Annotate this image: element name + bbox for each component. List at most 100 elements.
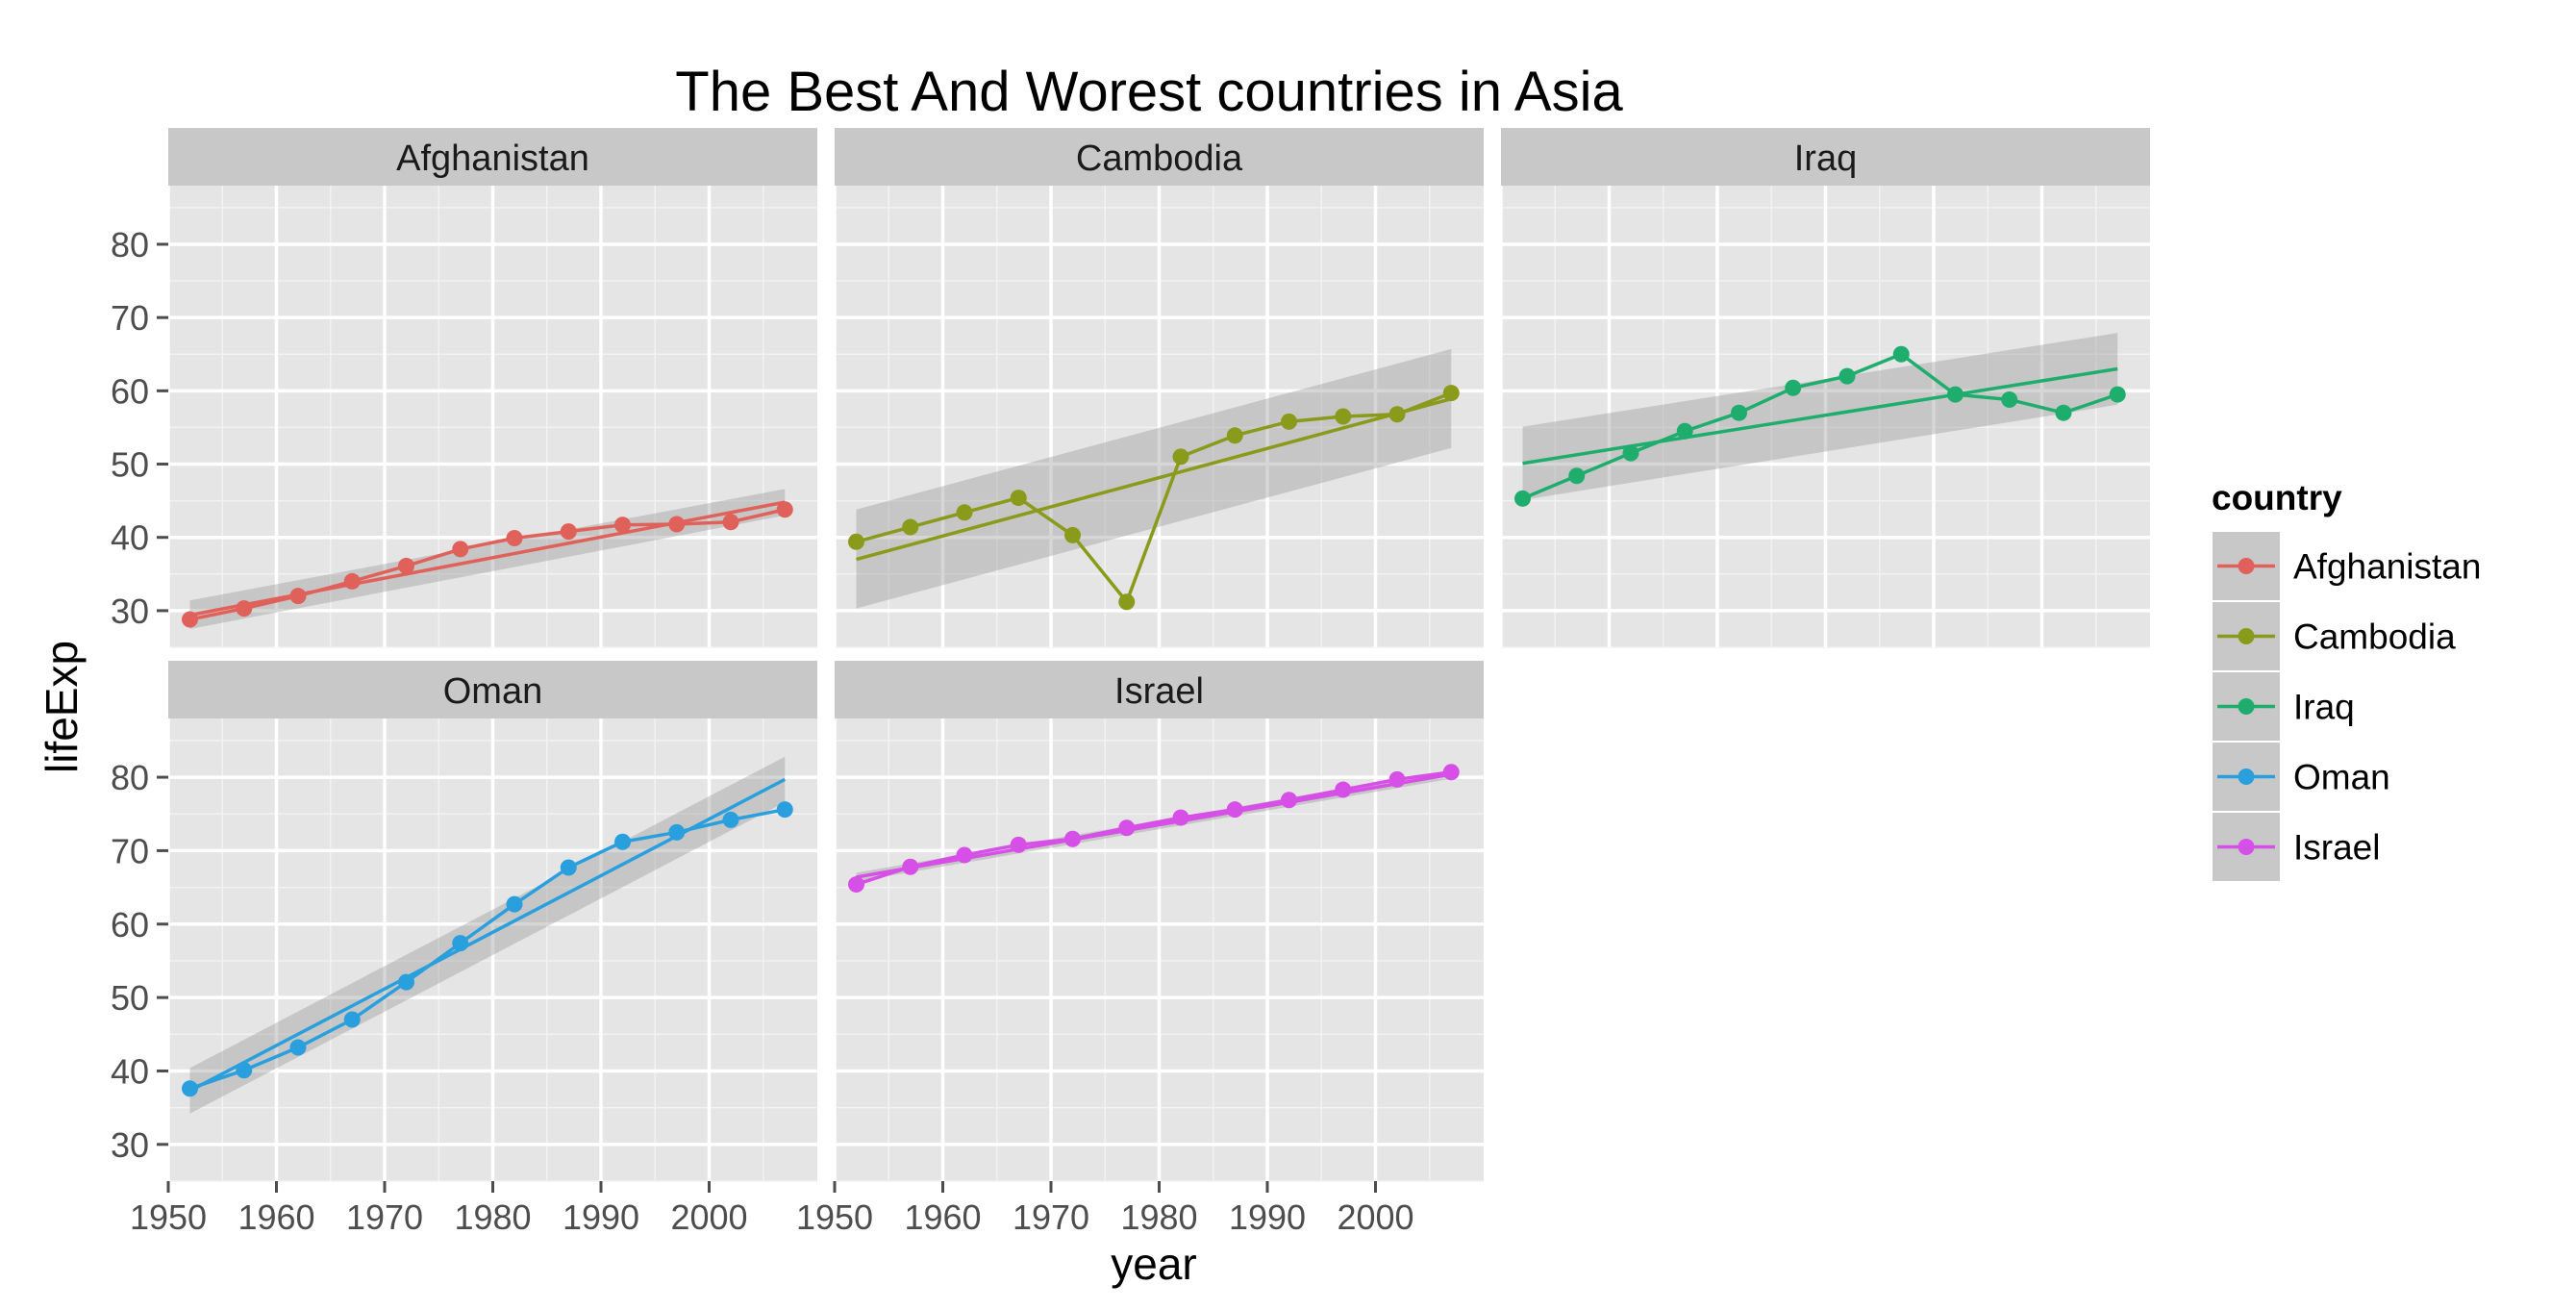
facet-strip-label: Oman bbox=[443, 671, 542, 712]
data-point bbox=[2055, 404, 2072, 421]
facet-strip-label: Afghanistan bbox=[396, 139, 589, 179]
y-axis-title: lifeExp bbox=[37, 641, 87, 773]
facet-strip bbox=[835, 128, 1484, 186]
data-point bbox=[848, 533, 864, 550]
data-point bbox=[236, 1062, 253, 1079]
data-point bbox=[506, 529, 523, 546]
data-point bbox=[1226, 427, 1243, 444]
y-tick-label: 60 bbox=[111, 371, 149, 411]
x-tick-label: 1960 bbox=[238, 1197, 314, 1237]
data-point bbox=[1010, 836, 1027, 853]
y-tick-label: 40 bbox=[111, 518, 149, 558]
legend-item-israel: Israel bbox=[2211, 811, 2380, 883]
fit-line bbox=[1522, 366, 2118, 466]
facet-strip bbox=[168, 661, 817, 718]
data-point bbox=[236, 600, 253, 617]
series-line bbox=[189, 508, 786, 621]
x-tick-label: 2000 bbox=[670, 1197, 747, 1237]
legend-key-point bbox=[2238, 558, 2255, 574]
data-point bbox=[1281, 792, 1297, 809]
data-point bbox=[722, 514, 739, 531]
series-line bbox=[1521, 352, 2118, 500]
legend-key-point bbox=[2238, 628, 2255, 644]
legend-label: Cambodia bbox=[2293, 617, 2456, 657]
data-point bbox=[1785, 379, 1802, 396]
legend-item-cambodia: Cambodia bbox=[2211, 600, 2456, 672]
facet-strip-label: Cambodia bbox=[1076, 139, 1243, 179]
data-point bbox=[1335, 408, 1352, 425]
x-tick-label: 1970 bbox=[1013, 1197, 1089, 1237]
facet-oman: Oman bbox=[166, 661, 817, 1182]
data-point bbox=[1281, 413, 1297, 430]
facet-strip-label: Israel bbox=[1114, 671, 1204, 712]
data-point bbox=[1676, 422, 1693, 440]
data-point bbox=[1335, 781, 1352, 798]
data-point bbox=[776, 501, 793, 518]
data-point bbox=[343, 572, 361, 590]
legend-item-afghanistan: Afghanistan bbox=[2211, 530, 2481, 602]
facet-strip bbox=[1501, 128, 2150, 186]
legend-key-point bbox=[2238, 768, 2255, 785]
data-point bbox=[1064, 526, 1081, 543]
x-tick-label: 1960 bbox=[904, 1197, 981, 1237]
data-point bbox=[668, 516, 686, 533]
facet-strip bbox=[835, 661, 1484, 718]
data-point bbox=[956, 846, 973, 864]
legend-label: Oman bbox=[2293, 758, 2390, 797]
x-tick-label: 1990 bbox=[563, 1197, 639, 1237]
legend-keys: Afghanistan Cambodia Iraq Oman Israel bbox=[2211, 530, 2481, 883]
series-line bbox=[855, 770, 1452, 887]
legend-key-point bbox=[2238, 698, 2255, 715]
data-point bbox=[1442, 764, 1460, 781]
facet-afghanistan: Afghanistan bbox=[166, 128, 817, 648]
data-point bbox=[902, 858, 919, 875]
data-point bbox=[1568, 467, 1586, 485]
data-point bbox=[1947, 386, 1963, 403]
axes: 30 40 50 60 70 80 30 40 50 60 70 80 1950 1960 1970 1980… bbox=[111, 225, 1414, 1237]
data-point bbox=[1838, 367, 1856, 385]
data-point bbox=[776, 801, 793, 819]
y-tick-label: 80 bbox=[111, 758, 149, 797]
data-point bbox=[2109, 386, 2126, 403]
data-point bbox=[452, 541, 469, 558]
facet-israel: Israel bbox=[833, 661, 1484, 1182]
data-point bbox=[956, 504, 973, 521]
data-point bbox=[614, 833, 631, 850]
fit-line bbox=[856, 772, 1452, 879]
data-point bbox=[2001, 390, 2018, 408]
data-point bbox=[1388, 770, 1406, 788]
legend-title: country bbox=[2212, 478, 2342, 517]
x-tick-label: 1980 bbox=[1120, 1197, 1197, 1237]
facet-iraq: Iraq bbox=[1499, 128, 2150, 648]
data-point bbox=[182, 1080, 198, 1097]
x-tick-label: 1970 bbox=[346, 1197, 423, 1237]
data-point bbox=[452, 935, 469, 952]
data-point bbox=[614, 516, 631, 534]
data-point bbox=[506, 895, 523, 913]
x-tick-label: 2000 bbox=[1337, 1197, 1413, 1237]
fit-line bbox=[856, 397, 1452, 562]
data-point bbox=[1172, 448, 1189, 466]
data-point bbox=[1442, 385, 1460, 402]
data-point bbox=[722, 811, 739, 828]
data-point bbox=[398, 973, 414, 991]
data-point bbox=[1892, 345, 1910, 363]
data-point bbox=[289, 1039, 307, 1056]
data-point bbox=[182, 611, 198, 628]
facet-strip bbox=[168, 128, 817, 186]
facet-panels: Afghanistan Cambodia Iraq Oman Israel bbox=[166, 128, 2150, 1182]
legend-item-iraq: Iraq bbox=[2211, 670, 2355, 743]
fit-line bbox=[188, 777, 787, 1093]
data-point bbox=[668, 823, 686, 841]
data-point bbox=[1118, 593, 1136, 611]
data-point bbox=[848, 876, 864, 894]
y-tick-label: 70 bbox=[111, 298, 149, 338]
data-point bbox=[1622, 444, 1639, 462]
fit-line bbox=[189, 500, 786, 617]
x-tick-label: 1980 bbox=[454, 1197, 531, 1237]
legend-key-point bbox=[2238, 839, 2255, 855]
x-tick-label: 1950 bbox=[796, 1197, 873, 1237]
x-tick-label: 1950 bbox=[130, 1197, 207, 1237]
data-point bbox=[1514, 490, 1531, 507]
